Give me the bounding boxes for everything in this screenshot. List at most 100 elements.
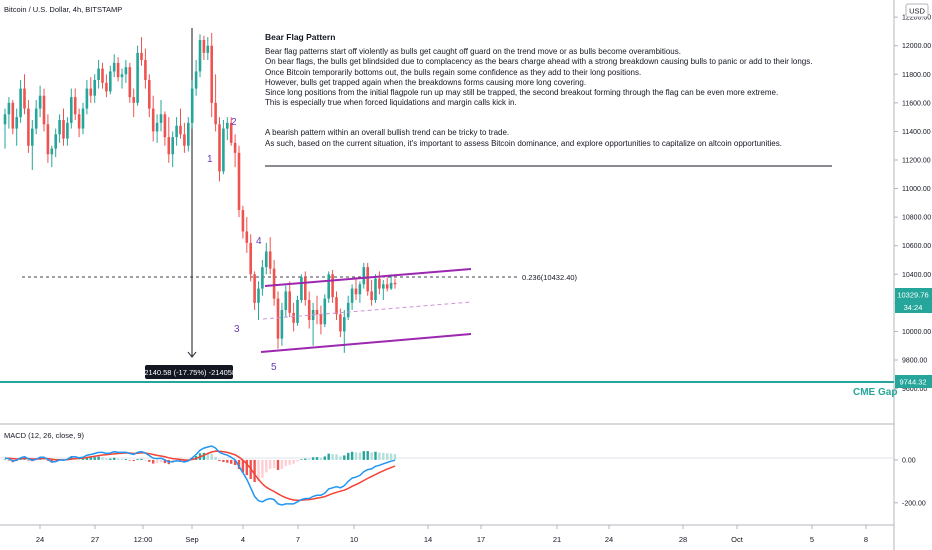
candle-body[interactable] — [66, 122, 69, 139]
candle-body[interactable] — [370, 291, 373, 300]
candle-body[interactable] — [335, 297, 338, 315]
candle-body[interactable] — [249, 242, 252, 275]
candle-body[interactable] — [343, 317, 346, 332]
candle-body[interactable] — [7, 102, 11, 115]
candle-body[interactable] — [132, 97, 135, 103]
candle-body[interactable] — [268, 251, 272, 269]
candle-body[interactable] — [85, 88, 89, 109]
candle-body[interactable] — [350, 288, 354, 303]
candle-body[interactable] — [389, 282, 393, 289]
candle-body[interactable] — [136, 52, 139, 103]
candle-body[interactable] — [89, 88, 93, 96]
candle-body[interactable] — [237, 152, 241, 210]
candle-body[interactable] — [163, 114, 167, 138]
candle-body[interactable] — [93, 80, 96, 96]
candle-body[interactable] — [206, 45, 210, 53]
candle-body[interactable] — [140, 52, 143, 60]
candle-body[interactable] — [382, 284, 385, 289]
candle-body[interactable] — [265, 251, 268, 268]
candle-body[interactable] — [241, 210, 245, 232]
candle-body[interactable] — [362, 267, 366, 285]
candle-body[interactable] — [307, 300, 311, 320]
candle-body[interactable] — [27, 108, 30, 146]
candle-body[interactable] — [50, 148, 54, 155]
candle-body[interactable] — [300, 277, 303, 300]
candle-body[interactable] — [245, 231, 249, 243]
candle-body[interactable] — [253, 274, 256, 303]
candle-body[interactable] — [257, 288, 260, 303]
candle-body[interactable] — [261, 267, 264, 289]
candle-body[interactable] — [378, 278, 381, 289]
candle-body[interactable] — [292, 312, 295, 323]
macd-line[interactable] — [4, 445, 396, 506]
candle-body[interactable] — [374, 278, 377, 300]
candle-body[interactable] — [38, 95, 42, 109]
candle-body[interactable] — [105, 82, 108, 92]
symbol-title[interactable]: Bitcoin / U.S. Dollar, 4h, BITSTAMP — [4, 5, 122, 14]
candle-body[interactable] — [109, 71, 112, 92]
candle-body[interactable] — [296, 300, 299, 323]
candle-body[interactable] — [327, 274, 330, 299]
candle-body[interactable] — [233, 142, 237, 153]
price-axis[interactable]: 12200.00 12000.00 11800.00 11600.00 11400.00… — [894, 15, 931, 393]
candle-body[interactable] — [183, 134, 186, 146]
candle-body[interactable] — [167, 137, 171, 155]
candle-body[interactable] — [34, 108, 38, 129]
candle-body[interactable] — [288, 291, 291, 313]
candle-body[interactable] — [3, 114, 7, 125]
candle-body[interactable] — [346, 302, 350, 318]
currency-box[interactable] — [905, 3, 929, 18]
candle-body[interactable] — [62, 120, 65, 139]
candle-body[interactable] — [151, 108, 155, 132]
candle-body[interactable] — [81, 108, 85, 129]
candle-body[interactable] — [46, 124, 50, 155]
candle-body[interactable] — [226, 122, 229, 129]
candle-body[interactable] — [366, 267, 369, 292]
candle-body[interactable] — [323, 298, 327, 325]
candle-body[interactable] — [101, 68, 104, 83]
candle-body[interactable] — [116, 62, 120, 78]
candles[interactable] — [3, 32, 397, 353]
candle-body[interactable] — [15, 117, 18, 129]
candle-body[interactable] — [23, 88, 26, 109]
channel-lower[interactable] — [260, 333, 472, 353]
candle-body[interactable] — [112, 62, 116, 72]
candle-body[interactable] — [222, 128, 225, 172]
channel-upper[interactable] — [264, 268, 472, 287]
candle-body[interactable] — [276, 298, 280, 339]
candle-body[interactable] — [385, 284, 389, 289]
candle-body[interactable] — [187, 122, 190, 146]
candle-body[interactable] — [393, 282, 397, 285]
candle-body[interactable] — [280, 310, 284, 339]
candle-body[interactable] — [19, 88, 22, 118]
macd-price-axis[interactable]: 0.00 -200.00 — [894, 457, 926, 507]
candle-body[interactable] — [124, 67, 128, 75]
candle-body[interactable] — [144, 60, 147, 80]
candle-body[interactable] — [218, 124, 221, 172]
candle-body[interactable] — [210, 45, 213, 103]
candle-body[interactable] — [31, 128, 34, 146]
candle-body[interactable] — [175, 125, 178, 138]
candle-body[interactable] — [190, 88, 194, 123]
candle-body[interactable] — [70, 97, 73, 123]
candle-body[interactable] — [148, 80, 151, 109]
candle-body[interactable] — [284, 291, 288, 310]
candle-body[interactable] — [42, 95, 46, 125]
candle-body[interactable] — [11, 102, 15, 129]
candle-body[interactable] — [315, 310, 319, 315]
candle-body[interactable] — [339, 314, 342, 332]
time-axis[interactable]: 24 27 12:00 Sep 4 7 10 14 17 21 24 28 Oct 5 8 — [36, 525, 868, 544]
candle-body[interactable] — [171, 137, 174, 155]
candle-body[interactable] — [179, 125, 182, 135]
candle-body[interactable] — [198, 40, 202, 72]
candle-body[interactable] — [331, 274, 334, 298]
candle-body[interactable] — [202, 40, 206, 53]
candle-body[interactable] — [73, 97, 77, 115]
candle-body[interactable] — [354, 288, 358, 295]
candle-body[interactable] — [97, 68, 100, 80]
candle-body[interactable] — [272, 268, 276, 299]
candle-body[interactable] — [194, 71, 198, 89]
candle-body[interactable] — [58, 120, 61, 135]
candle-body[interactable] — [128, 67, 132, 98]
candle-body[interactable] — [319, 314, 323, 325]
